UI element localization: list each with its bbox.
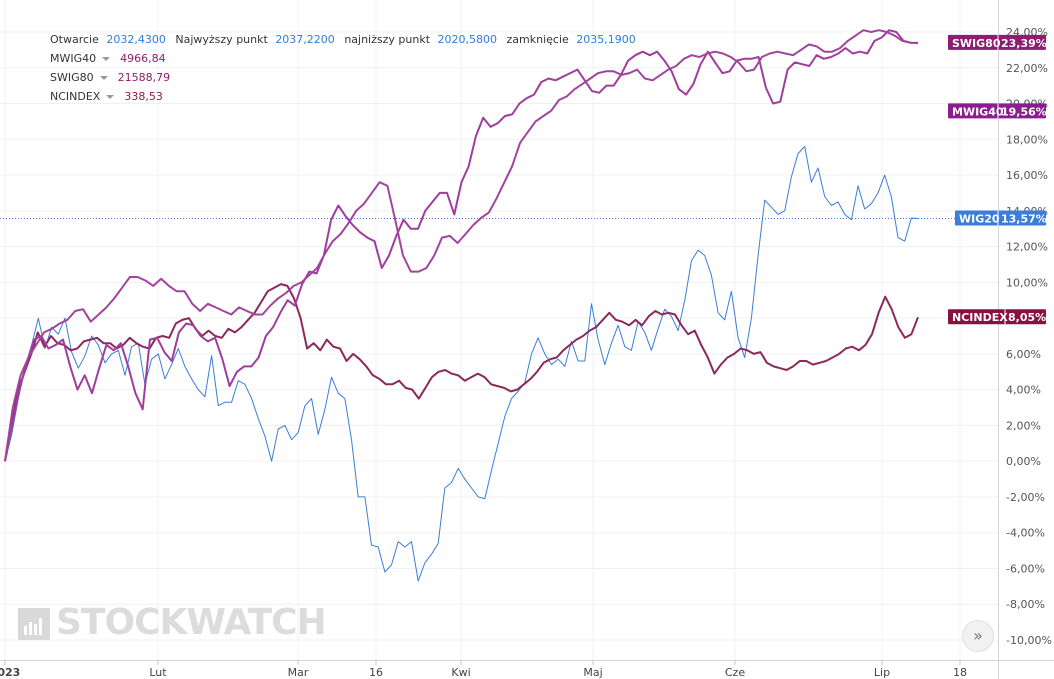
series-line-mwig40 <box>4 29 919 462</box>
legend-series-value: 4966,84 <box>120 52 166 65</box>
y-tick-label: -6,00% <box>1006 562 1045 575</box>
ohlc-row: Otwarcie 2032,4300 Najwyższy punkt 2037,… <box>50 30 642 49</box>
x-tick-label: Lut <box>149 666 167 679</box>
stockwatch-logo-icon <box>18 608 50 640</box>
double-chevron-right-icon: » <box>973 626 983 645</box>
series-tag-mwig40 <box>948 103 1046 119</box>
scroll-to-realtime-button[interactable]: » <box>962 620 994 652</box>
stockwatch-logo: STOCKWATCH <box>56 602 327 643</box>
y-tick-label: 18,00% <box>1006 133 1048 146</box>
x-tick-label: Maj <box>583 666 602 679</box>
series-tag-swig80 <box>948 34 1046 50</box>
y-tick-label: 4,00% <box>1006 384 1041 397</box>
series-tag-name: WIG20 <box>959 213 1000 226</box>
legend-series-name: MWIG40 <box>50 52 97 65</box>
y-tick-label: -4,00% <box>1006 527 1045 540</box>
x-tick-label: 18 <box>953 666 967 679</box>
legend-series-value: 21588,79 <box>117 71 171 84</box>
x-tick-label: Cze <box>725 666 745 679</box>
open-value: 2032,4300 <box>106 33 166 46</box>
low-value: 2020,5800 <box>437 33 498 46</box>
legend-series-name: NCINDEX <box>50 90 101 103</box>
y-tick-label: -8,00% <box>1006 598 1045 611</box>
open-label: Otwarcie <box>50 33 99 46</box>
close-label: zamknięcie <box>506 33 569 46</box>
series-tag-name: NCINDEX <box>952 311 1008 324</box>
y-tick-label: 0,00% <box>1006 455 1041 468</box>
y-tick-label: 22,00% <box>1006 62 1048 75</box>
series-line-wig20 <box>4 145 919 582</box>
legend-series-value: 338,53 <box>124 90 163 103</box>
series-tag-value: 23,39% <box>1001 37 1047 50</box>
series-tag-name: MWIG40 <box>952 105 1004 118</box>
x-tick-label: 16 <box>369 666 383 679</box>
chevron-down-icon[interactable] <box>99 75 108 80</box>
series-tag-wig20 <box>955 210 1046 226</box>
series-tag-value: 8,05% <box>1008 311 1046 324</box>
chevron-down-icon[interactable] <box>106 94 115 99</box>
y-tick-label: 6,00% <box>1006 348 1041 361</box>
high-label: Najwyższy punkt <box>175 33 268 46</box>
y-tick-label: 12,00% <box>1006 241 1048 254</box>
x-tick-label: Mar <box>288 666 309 679</box>
legend-row-mwig40[interactable]: MWIG40 4966,84 <box>50 49 642 68</box>
y-tick-label: 16,00% <box>1006 169 1048 182</box>
series-tag-value: 19,56% <box>1001 105 1047 118</box>
high-value: 2037,2200 <box>275 33 335 46</box>
y-tick-label: -10,00% <box>1006 634 1052 647</box>
y-tick-label: 10,00% <box>1006 276 1048 289</box>
x-tick-label: Kwi <box>451 666 470 679</box>
legend-row-ncindex[interactable]: NCINDEX 338,53 <box>50 87 642 106</box>
x-tick-label: Lip <box>874 666 890 679</box>
chevron-down-icon[interactable] <box>102 56 111 61</box>
series-tag-name: SWIG80 <box>952 37 1001 50</box>
legend-row-swig80[interactable]: SWIG80 21588,79 <box>50 68 642 87</box>
series-tag-ncindex <box>948 309 1046 325</box>
series-line-swig80 <box>4 29 919 462</box>
close-value: 2035,1900 <box>576 33 636 46</box>
y-tick-label: 2,00% <box>1006 419 1041 432</box>
series-tag-value: 13,57% <box>1001 213 1047 226</box>
chart-legend: Otwarcie 2032,4300 Najwyższy punkt 2037,… <box>50 30 642 106</box>
legend-series-name: SWIG80 <box>50 71 94 84</box>
y-tick-label: -2,00% <box>1006 491 1045 504</box>
low-label: najniższy punkt <box>344 33 431 46</box>
x-tick-label: 2023 <box>0 666 20 679</box>
